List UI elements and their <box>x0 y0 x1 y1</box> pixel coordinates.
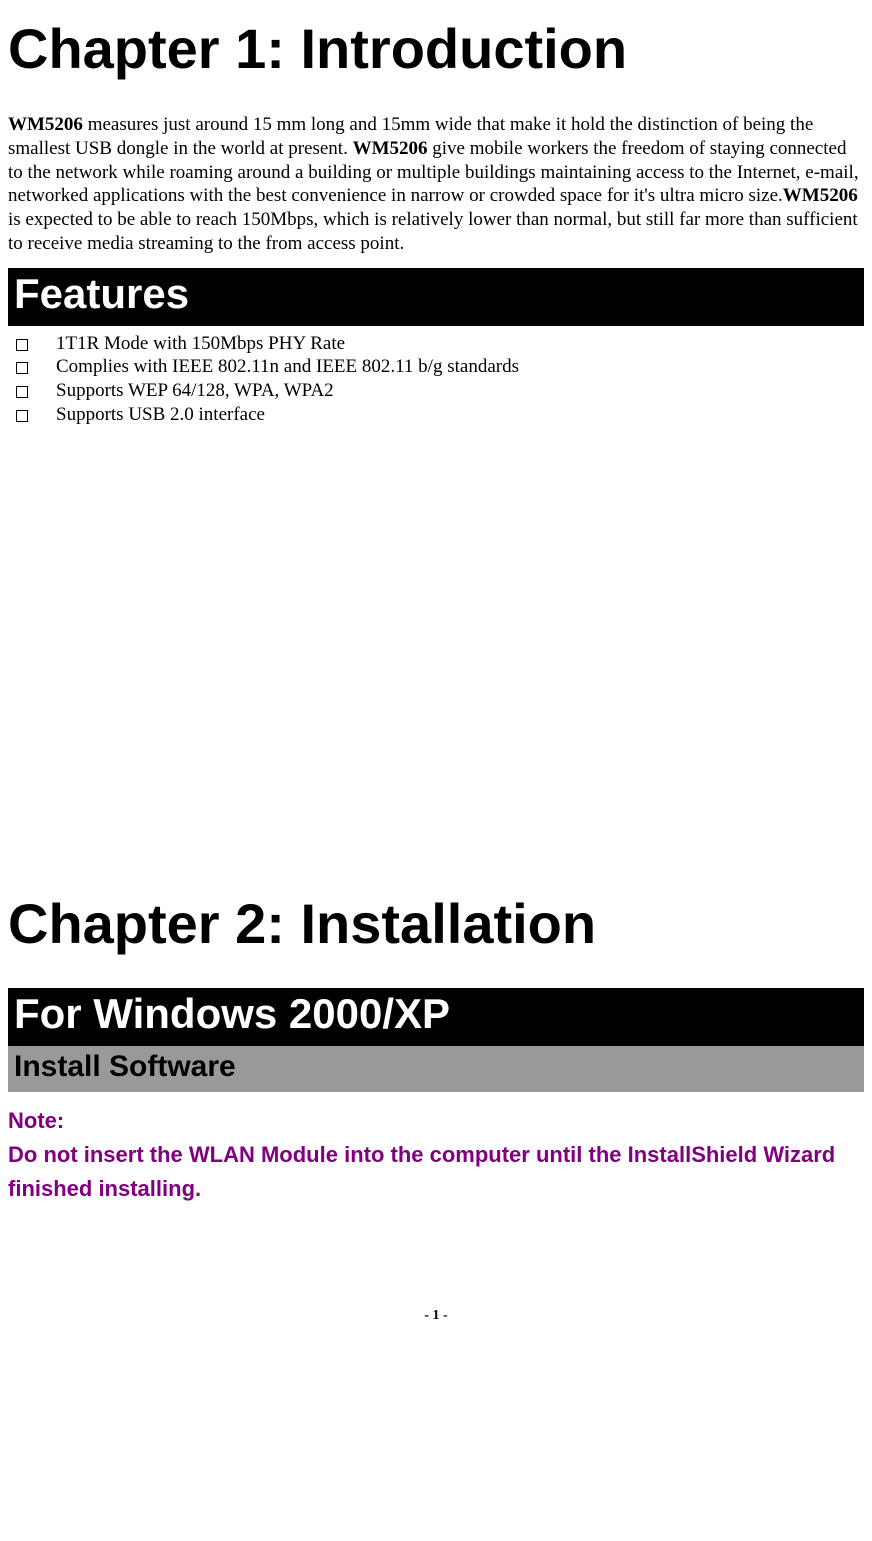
checkbox-icon <box>16 362 28 374</box>
feature-item: Supports WEP 64/128, WPA, WPA2 <box>16 379 864 403</box>
features-list: 1T1R Mode with 150Mbps PHY Rate Complies… <box>8 332 864 427</box>
feature-item: Complies with IEEE 802.11n and IEEE 802.… <box>16 355 864 379</box>
note-block: Note: Do not insert the WLAN Module into… <box>8 1104 864 1206</box>
note-text: Do not insert the WLAN Module into the c… <box>8 1138 864 1206</box>
product-name-1: WM5206 <box>8 114 83 135</box>
intro-text-3: is expected to be able to reach 150Mbps,… <box>8 209 858 254</box>
checkbox-icon <box>16 339 28 351</box>
note-label: Note: <box>8 1104 864 1138</box>
feature-text: Supports WEP 64/128, WPA, WPA2 <box>56 379 334 403</box>
content-spacer <box>8 435 864 883</box>
product-name-2: WM5206 <box>353 138 428 159</box>
features-heading: Features <box>8 268 864 326</box>
page-number: - 1 - <box>8 1308 864 1324</box>
feature-text: Complies with IEEE 802.11n and IEEE 802.… <box>56 355 519 379</box>
chapter-2-title: Chapter 2: Installation <box>8 883 864 964</box>
feature-text: 1T1R Mode with 150Mbps PHY Rate <box>56 332 345 356</box>
checkbox-icon <box>16 386 28 398</box>
intro-paragraph: WM5206 measures just around 15 mm long a… <box>8 113 864 256</box>
chapter-1-title: Chapter 1: Introduction <box>8 8 864 89</box>
checkbox-icon <box>16 410 28 422</box>
install-software-heading: Install Software <box>8 1046 864 1092</box>
feature-item: 1T1R Mode with 150Mbps PHY Rate <box>16 332 864 356</box>
feature-text: Supports USB 2.0 interface <box>56 403 265 427</box>
feature-item: Supports USB 2.0 interface <box>16 403 864 427</box>
windows-section-heading: For Windows 2000/XP <box>8 988 864 1046</box>
product-name-3: WM5206 <box>783 185 858 206</box>
